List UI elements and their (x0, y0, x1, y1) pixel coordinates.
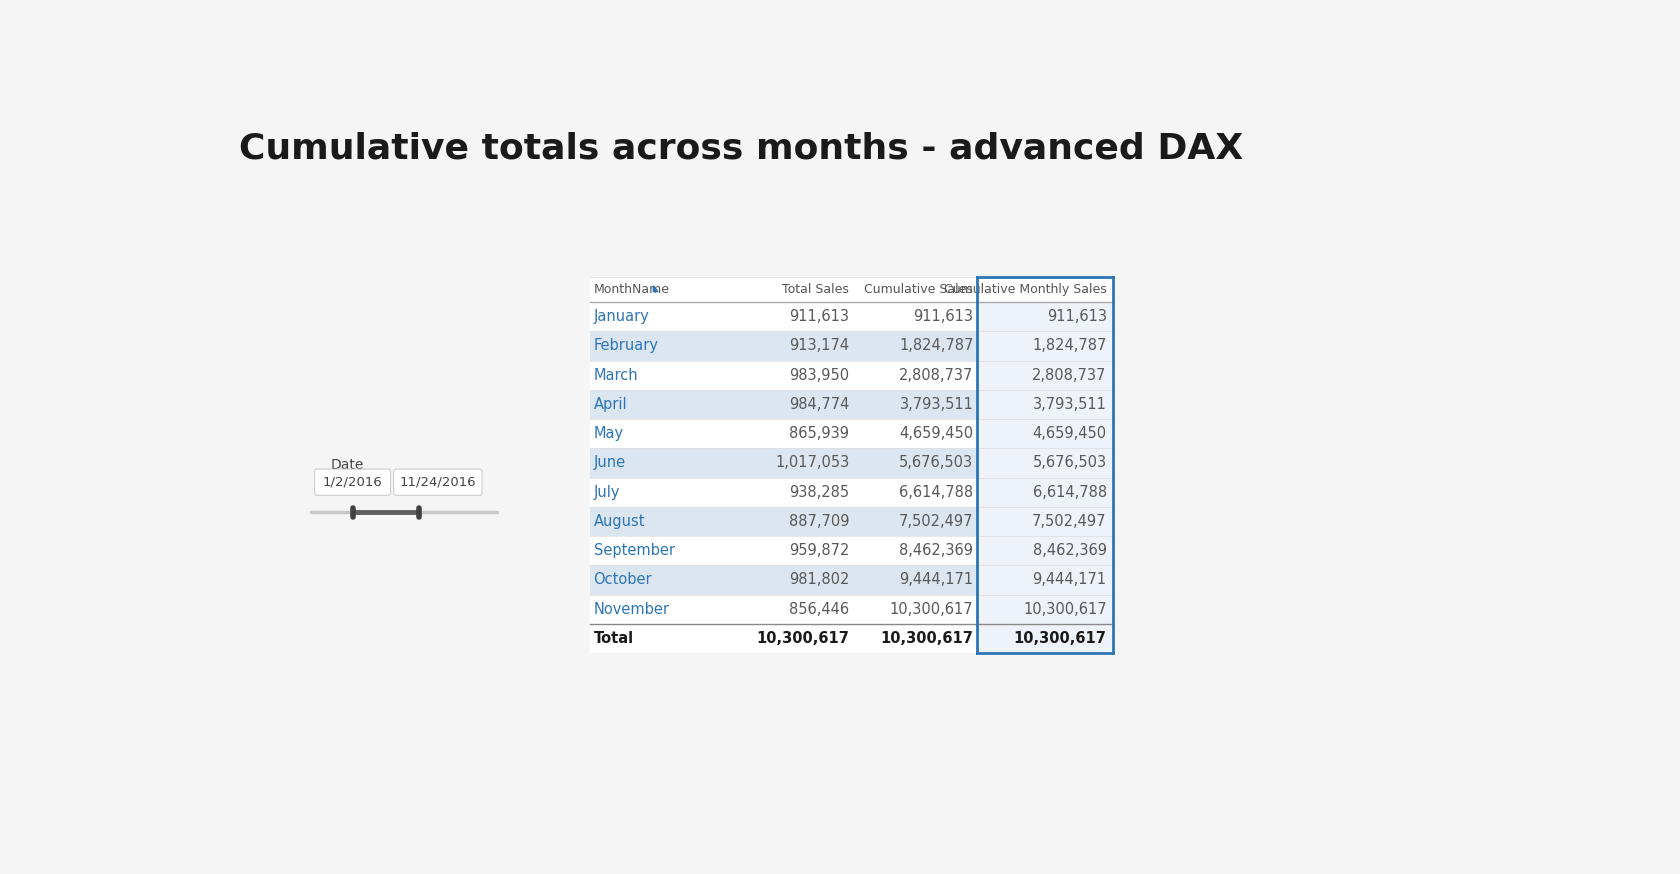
Text: November: November (593, 601, 670, 617)
FancyBboxPatch shape (590, 507, 1112, 536)
Text: February: February (593, 338, 659, 353)
FancyBboxPatch shape (590, 624, 1112, 653)
Text: Total Sales: Total Sales (783, 283, 850, 296)
Text: January: January (593, 309, 650, 324)
Text: 1,824,787: 1,824,787 (899, 338, 973, 353)
Text: 7,502,497: 7,502,497 (1032, 514, 1107, 529)
FancyBboxPatch shape (978, 390, 1112, 419)
Text: 8,462,369: 8,462,369 (1033, 544, 1107, 558)
Text: 865,939: 865,939 (790, 427, 850, 441)
Text: August: August (593, 514, 645, 529)
FancyBboxPatch shape (978, 419, 1112, 448)
Text: 4,659,450: 4,659,450 (899, 427, 973, 441)
Text: 913,174: 913,174 (790, 338, 850, 353)
FancyBboxPatch shape (978, 507, 1112, 536)
Text: Cumulative totals across months - advanced DAX: Cumulative totals across months - advanc… (240, 131, 1243, 165)
FancyBboxPatch shape (978, 448, 1112, 477)
Text: October: October (593, 572, 652, 587)
FancyBboxPatch shape (978, 331, 1112, 360)
FancyBboxPatch shape (978, 536, 1112, 565)
FancyBboxPatch shape (590, 331, 1112, 360)
FancyBboxPatch shape (590, 360, 1112, 390)
Text: 6,614,788: 6,614,788 (1033, 485, 1107, 500)
Text: 2,808,737: 2,808,737 (899, 368, 973, 383)
Text: 7,502,497: 7,502,497 (899, 514, 973, 529)
FancyBboxPatch shape (210, 105, 1512, 778)
Text: March: March (593, 368, 638, 383)
Text: 11/24/2016: 11/24/2016 (400, 475, 475, 489)
FancyBboxPatch shape (590, 419, 1112, 448)
Text: 959,872: 959,872 (790, 544, 850, 558)
Text: 911,613: 911,613 (1047, 309, 1107, 324)
Text: 8,462,369: 8,462,369 (899, 544, 973, 558)
FancyBboxPatch shape (590, 565, 1112, 594)
Text: 983,950: 983,950 (790, 368, 850, 383)
Text: 4,659,450: 4,659,450 (1033, 427, 1107, 441)
FancyBboxPatch shape (590, 448, 1112, 477)
Text: 911,613: 911,613 (914, 309, 973, 324)
Text: 911,613: 911,613 (790, 309, 850, 324)
Text: April: April (593, 397, 627, 412)
FancyBboxPatch shape (978, 477, 1112, 507)
Text: 1,017,053: 1,017,053 (774, 455, 850, 470)
Text: 9,444,171: 9,444,171 (1033, 572, 1107, 587)
FancyBboxPatch shape (590, 477, 1112, 507)
Text: 10,300,617: 10,300,617 (890, 601, 973, 617)
Text: 981,802: 981,802 (790, 572, 850, 587)
Text: September: September (593, 544, 675, 558)
FancyBboxPatch shape (590, 594, 1112, 624)
FancyBboxPatch shape (978, 624, 1112, 653)
Text: May: May (593, 427, 623, 441)
FancyBboxPatch shape (978, 565, 1112, 594)
Text: 6,614,788: 6,614,788 (899, 485, 973, 500)
FancyBboxPatch shape (978, 594, 1112, 624)
FancyBboxPatch shape (590, 390, 1112, 419)
FancyBboxPatch shape (590, 302, 1112, 331)
FancyBboxPatch shape (590, 277, 1112, 302)
Text: 3,793,511: 3,793,511 (899, 397, 973, 412)
Text: 10,300,617: 10,300,617 (1013, 631, 1107, 646)
FancyBboxPatch shape (314, 469, 390, 496)
Text: MonthName: MonthName (593, 283, 670, 296)
Text: 3,793,511: 3,793,511 (1033, 397, 1107, 412)
Text: 10,300,617: 10,300,617 (880, 631, 973, 646)
Text: 10,300,617: 10,300,617 (1023, 601, 1107, 617)
Text: 10,300,617: 10,300,617 (756, 631, 850, 646)
Text: 1/2/2016: 1/2/2016 (323, 475, 383, 489)
Polygon shape (654, 286, 659, 292)
FancyBboxPatch shape (978, 302, 1112, 331)
FancyBboxPatch shape (590, 536, 1112, 565)
Text: 887,709: 887,709 (790, 514, 850, 529)
Text: Cumulative Monthly Sales: Cumulative Monthly Sales (944, 283, 1107, 296)
Text: Cumulative Sales: Cumulative Sales (865, 283, 973, 296)
Text: June: June (593, 455, 625, 470)
Text: 938,285: 938,285 (790, 485, 850, 500)
Text: 1,824,787: 1,824,787 (1032, 338, 1107, 353)
Text: Date: Date (331, 458, 363, 472)
FancyBboxPatch shape (393, 469, 482, 496)
Text: 984,774: 984,774 (790, 397, 850, 412)
Text: Total: Total (593, 631, 633, 646)
Text: 856,446: 856,446 (790, 601, 850, 617)
Text: 9,444,171: 9,444,171 (899, 572, 973, 587)
Text: 5,676,503: 5,676,503 (1033, 455, 1107, 470)
Text: 2,808,737: 2,808,737 (1032, 368, 1107, 383)
FancyBboxPatch shape (978, 360, 1112, 390)
Text: 5,676,503: 5,676,503 (899, 455, 973, 470)
Text: July: July (593, 485, 620, 500)
